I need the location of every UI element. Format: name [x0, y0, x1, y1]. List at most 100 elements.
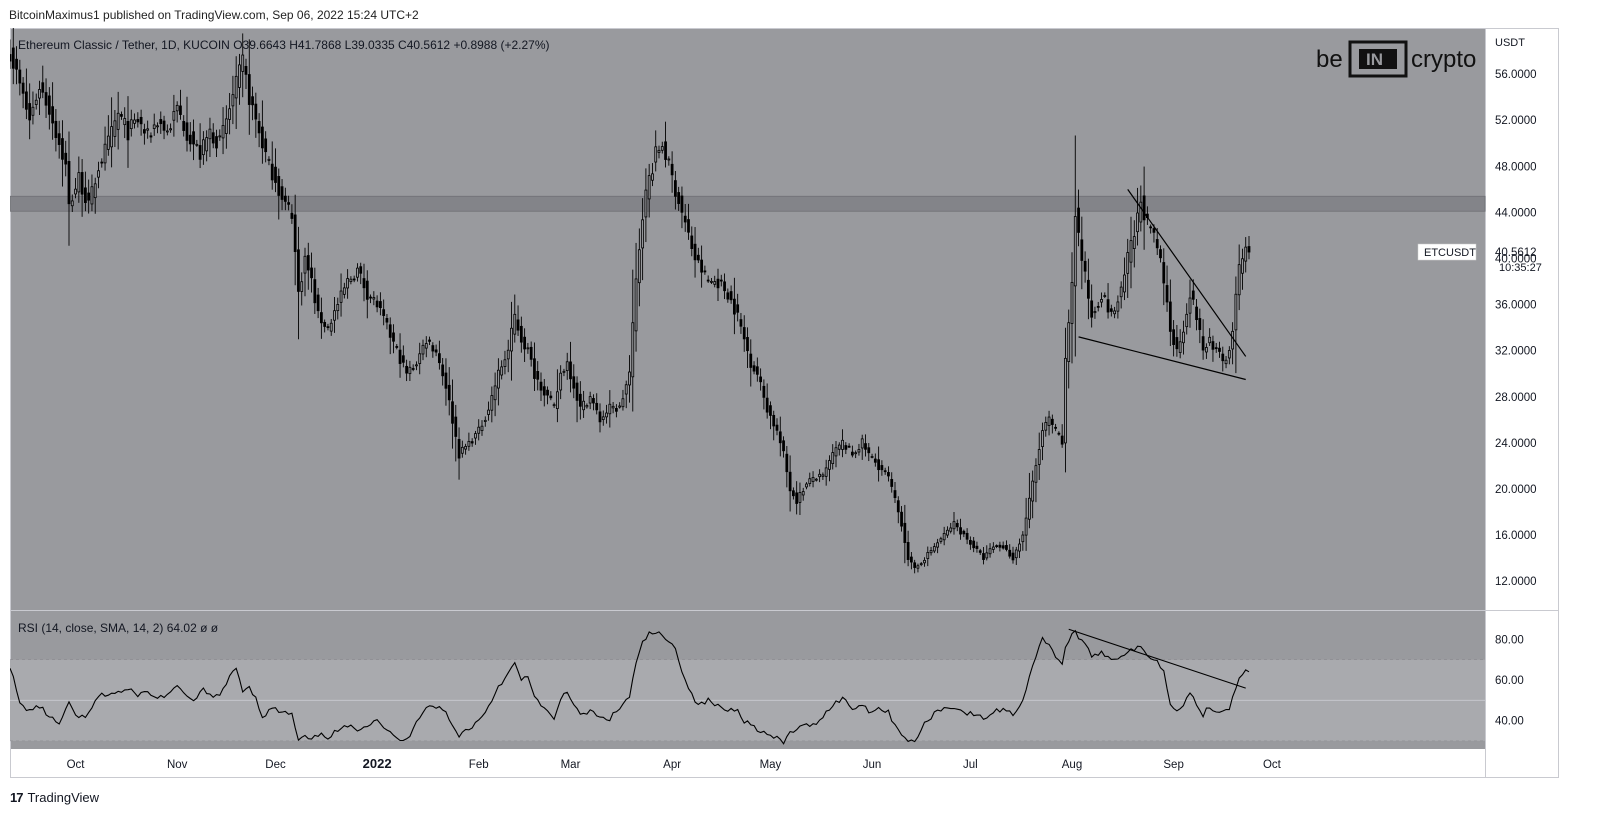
candle-body — [143, 129, 146, 134]
candle-body — [188, 134, 192, 145]
candle-body — [1008, 549, 1012, 557]
candle-body — [595, 402, 599, 411]
beincrypto-watermark: be IN crypto — [1316, 40, 1476, 78]
rsi-tick-label: 80.00 — [1495, 634, 1524, 646]
candle-body — [25, 91, 28, 110]
candle-body — [221, 125, 225, 139]
candle-body — [975, 545, 979, 549]
candle-body — [218, 135, 222, 138]
candle-body — [97, 170, 100, 178]
candle-body — [533, 358, 536, 379]
time-tick-label: Aug — [1062, 759, 1082, 771]
candle-body — [1113, 310, 1116, 315]
candle-body — [205, 137, 209, 152]
watermark-box-fill — [1359, 49, 1397, 69]
resistance-zone — [9, 195, 1486, 212]
candle-body — [113, 120, 117, 137]
candle-body — [962, 530, 966, 535]
candle-body — [388, 324, 392, 338]
candle-body — [998, 544, 1002, 548]
candle-body — [487, 409, 490, 415]
watermark-middle: IN — [1366, 50, 1383, 69]
candle-body — [506, 349, 510, 360]
candle-body — [919, 563, 923, 566]
symbol-header-part: Ethereum Classic / Tether, 1D, KUCOIN — [18, 38, 233, 52]
price-axis — [1485, 28, 1559, 778]
candle-body — [575, 382, 579, 401]
candle-body — [247, 74, 251, 105]
candle-body — [805, 483, 808, 488]
candle-body — [106, 135, 110, 150]
candle-body — [251, 96, 254, 106]
candle-body — [910, 556, 913, 563]
candle-body — [572, 376, 576, 389]
candle-body — [1011, 552, 1015, 561]
candle-body — [306, 255, 310, 271]
candle-body — [339, 290, 343, 303]
candle-body — [778, 431, 782, 444]
candle-body — [293, 214, 297, 252]
candle-body — [165, 130, 169, 133]
candle-body — [1077, 207, 1080, 233]
candle-body — [310, 267, 313, 279]
candle-body — [359, 266, 363, 274]
candle-body — [877, 459, 880, 471]
candle-body — [887, 472, 890, 477]
candle-body — [772, 414, 776, 427]
candle-body — [31, 106, 35, 116]
candle-body — [991, 546, 995, 550]
candle-body — [175, 104, 179, 112]
price-chart-svg[interactable]: USDT 12.0000 16.0000 20.0000 24.0000 28.0000 3… — [8, 27, 1559, 778]
candle-body — [939, 538, 943, 542]
candle-body — [1034, 465, 1038, 483]
candle-body — [565, 361, 569, 371]
candle-body — [523, 336, 526, 350]
candle-body — [677, 192, 681, 204]
candle-body — [906, 542, 910, 560]
candle-body — [696, 254, 700, 261]
candle-body — [1191, 290, 1195, 300]
candle-body — [346, 278, 349, 289]
candle-body — [1028, 497, 1031, 520]
candle-body — [454, 416, 458, 437]
candle-body — [857, 449, 861, 453]
candle-body — [628, 371, 631, 386]
candle-body — [582, 400, 585, 411]
time-tick-label: Jun — [863, 759, 882, 771]
candle-body — [146, 128, 150, 131]
candle-body — [1247, 246, 1251, 253]
time-tick-label: Feb — [469, 759, 489, 771]
candle-body — [746, 337, 749, 352]
candle-body — [34, 99, 38, 105]
candle-body — [726, 292, 730, 300]
tradingview-brand[interactable]: 17 TradingView — [10, 790, 99, 805]
candle-body — [1057, 432, 1061, 435]
candle-body — [680, 195, 684, 213]
candle-body — [152, 124, 156, 129]
rsi-header-part: 64.02 — [167, 621, 200, 635]
candle-body — [254, 103, 258, 120]
rsi-line — [9, 629, 1250, 745]
candle-body — [418, 353, 422, 364]
candle-body — [1103, 295, 1107, 297]
candle-body — [592, 398, 595, 404]
candle-body — [382, 309, 386, 316]
candle-body — [1198, 318, 1202, 330]
candle-body — [74, 188, 77, 195]
candle-body — [215, 136, 218, 149]
candle-body — [51, 106, 54, 124]
candle-body — [615, 408, 618, 412]
candle-body — [401, 355, 405, 363]
descending-trendline — [1068, 628, 1246, 689]
candle-body — [1021, 534, 1025, 543]
candle-body — [392, 332, 395, 342]
candle-body — [1185, 313, 1189, 328]
chart-area[interactable]: USDT 12.0000 16.0000 20.0000 24.0000 28.0000 3… — [8, 27, 1559, 778]
candle-body — [1172, 329, 1175, 345]
candle-body — [349, 278, 353, 282]
candle-body — [1096, 305, 1100, 308]
candle-body — [1080, 239, 1084, 261]
candle-body — [1005, 545, 1008, 550]
candle-body — [637, 249, 641, 284]
candle-body — [313, 279, 317, 304]
